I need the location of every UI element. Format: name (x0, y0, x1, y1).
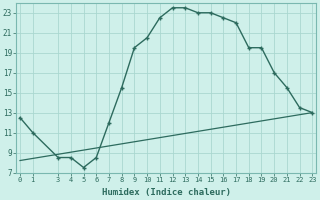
X-axis label: Humidex (Indice chaleur): Humidex (Indice chaleur) (102, 188, 231, 197)
